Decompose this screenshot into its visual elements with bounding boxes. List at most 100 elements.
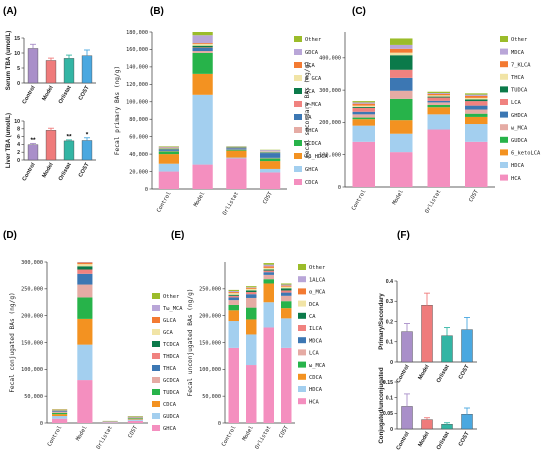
y-tick-label: 0 xyxy=(218,421,221,427)
y-tick-label: 0.3 xyxy=(386,299,393,305)
x-tick-label: COST xyxy=(78,162,91,179)
bar xyxy=(81,55,93,84)
y-tick-label: 300,000 xyxy=(319,88,341,94)
bar-segment xyxy=(263,279,274,284)
legend-swatch xyxy=(152,305,160,311)
bar-segment xyxy=(246,286,257,288)
x-tick-label: COST xyxy=(468,188,480,203)
y-tick-label: 80,000 xyxy=(129,117,148,123)
legend-label: TUDCA xyxy=(163,390,180,396)
legend-label: ILCA xyxy=(309,326,323,332)
chart-panel-4: (D) 0 50,000 100,000 150,000 200,000 250,000 30… xyxy=(3,230,183,450)
bar-segment xyxy=(192,51,213,53)
y-tick-label: 0 xyxy=(40,421,43,427)
bar-segment xyxy=(427,91,450,94)
legend-label: DCA xyxy=(309,302,319,308)
bar-segment xyxy=(263,272,274,275)
bar-segment xyxy=(263,266,274,268)
legend-swatch xyxy=(294,101,302,107)
bar-segment xyxy=(352,101,375,103)
x-tick-label: Orlistat xyxy=(58,85,73,105)
legend-swatch xyxy=(294,88,302,94)
legend-label: 7_KLCA xyxy=(511,62,531,68)
bar-segment xyxy=(465,95,488,98)
legend-swatch xyxy=(500,149,508,156)
bar xyxy=(441,335,453,363)
bar-segment xyxy=(77,297,93,319)
legend-swatch xyxy=(152,389,160,395)
bar-segment xyxy=(352,114,375,118)
legend-label: TUDCA xyxy=(511,88,528,94)
bar-segment xyxy=(390,69,413,78)
bar-segment xyxy=(228,300,239,305)
bar-segment xyxy=(390,48,413,53)
legend-swatch xyxy=(500,111,508,118)
bar-segment xyxy=(77,284,93,298)
legend-label: MDCA xyxy=(309,338,323,344)
y-tick-label: 0 xyxy=(390,427,393,433)
y-tick-label: 300,000 xyxy=(21,260,43,266)
x-tick-label: Control xyxy=(221,425,238,448)
bar-segment xyxy=(427,102,450,105)
legend-label: β GCA xyxy=(305,76,322,82)
legend-swatch xyxy=(294,62,302,68)
y-tick-label: 200,000 xyxy=(319,120,341,126)
bar-segment xyxy=(260,157,281,159)
bar-segment xyxy=(228,295,239,298)
legend-swatch xyxy=(500,162,508,168)
x-tick-label: Model xyxy=(75,425,88,442)
x-tick-label: Control xyxy=(22,162,37,183)
y-axis-label: Conjugated/unconjugated xyxy=(378,367,385,444)
bar xyxy=(45,130,57,161)
bar-segment xyxy=(52,412,68,415)
legend-swatch xyxy=(500,124,508,131)
x-tick-label: Orlistat xyxy=(424,189,442,214)
y-tick-label: 0 xyxy=(390,360,393,366)
legend-label: Other xyxy=(309,265,326,271)
legend-swatch xyxy=(298,264,306,270)
bar-segment xyxy=(263,267,274,270)
legend-label: GCA xyxy=(163,330,173,336)
y-tick-label: 120,000 xyxy=(126,82,148,88)
legend-label: α_MCA xyxy=(309,290,326,296)
bar-segment xyxy=(465,109,488,114)
y-axis-label: Fecal secondary BAs (ng/g) xyxy=(304,61,311,158)
bar xyxy=(441,424,453,430)
bar-segment xyxy=(465,97,488,100)
legend-swatch xyxy=(294,114,302,120)
legend-swatch xyxy=(298,386,306,392)
bar-segment xyxy=(352,141,375,187)
legend-swatch xyxy=(152,377,160,383)
bar xyxy=(27,144,39,161)
x-tick-label: Model xyxy=(41,85,54,102)
bar-segment xyxy=(52,411,68,412)
y-tick-label: 8 xyxy=(17,127,20,133)
bar xyxy=(401,406,413,430)
x-tick-label: Model xyxy=(193,191,206,208)
bar-segment xyxy=(390,44,413,49)
bar-segment xyxy=(77,273,93,285)
bar-segment xyxy=(228,321,239,348)
bar xyxy=(81,140,93,161)
bar-segment xyxy=(281,290,292,293)
legend-swatch xyxy=(298,349,306,356)
bar-segment xyxy=(390,90,413,99)
bar-segment xyxy=(192,52,213,74)
panel-label: (D) xyxy=(3,230,17,241)
bar-segment xyxy=(246,365,257,423)
bar-segment xyxy=(77,262,93,263)
bar-segment xyxy=(260,152,281,153)
bar-segment xyxy=(102,422,118,423)
legend-swatch xyxy=(152,329,160,335)
bar-segment xyxy=(427,107,450,115)
significance-mark: * xyxy=(86,131,89,138)
x-tick-label: Control xyxy=(396,364,411,385)
y-tick-label: 100,000 xyxy=(199,367,221,373)
bar-segment xyxy=(77,318,93,345)
bar-segment xyxy=(246,319,257,335)
bar-segment xyxy=(228,304,239,311)
legend-label: ω_MCA xyxy=(309,363,326,369)
y-axis-label: Primary/Secondary xyxy=(378,293,385,350)
bar-segment xyxy=(465,93,488,95)
bar-segment xyxy=(281,318,292,348)
